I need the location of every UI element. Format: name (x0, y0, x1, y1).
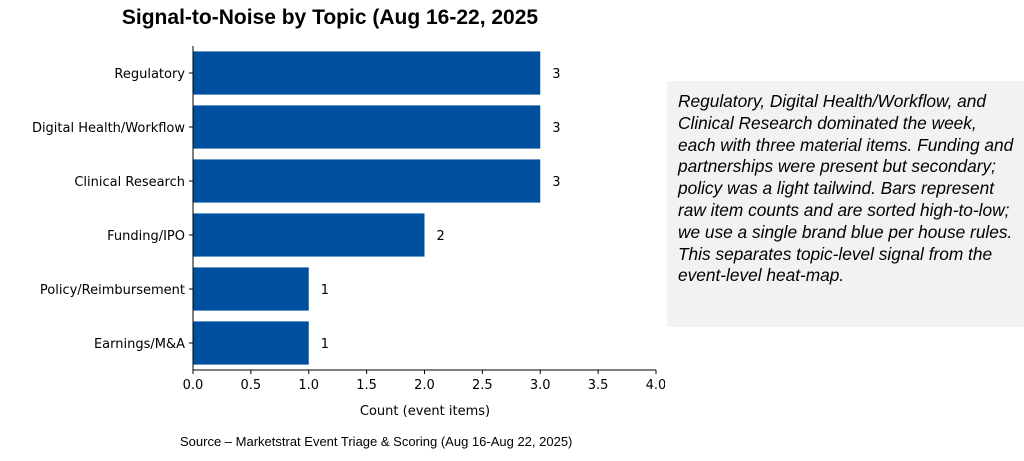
axes-layer: Regulatory Digital Health/Workflow Clinica… (32, 46, 665, 393)
x-tick-label: 0.5 (241, 378, 262, 393)
labels-layer: 3 3 3 2 1 1 (321, 67, 561, 352)
bar (193, 51, 541, 95)
bar-chart: 3 3 3 2 1 1 Regulatory Digital Health/Workflow… (32, 46, 665, 419)
x-tick-label: 0.0 (183, 378, 204, 393)
bar (193, 159, 541, 203)
y-tick-label: Funding/IPO (107, 229, 185, 244)
bar (193, 105, 541, 149)
bar-value-label: 3 (552, 67, 560, 82)
commentary-box: Regulatory, Digital Health/Workflow, and… (667, 81, 1024, 327)
bars-layer (193, 51, 541, 365)
bar-value-label: 1 (321, 283, 329, 298)
y-tick-label: Policy/Reimbursement (40, 283, 185, 298)
x-tick-label: 2.0 (414, 378, 435, 393)
x-tick-label: 2.5 (472, 378, 493, 393)
bar-value-label: 1 (321, 337, 329, 352)
x-tick-label: 3.5 (588, 378, 609, 393)
bar-value-label: 2 (437, 229, 445, 244)
x-tick-label: 3.0 (530, 378, 551, 393)
y-tick-label: Regulatory (114, 67, 185, 82)
x-tick-label: 4.0 (646, 378, 665, 393)
y-tick-label: Clinical Research (74, 175, 185, 190)
x-tick-label: 1.0 (298, 378, 319, 393)
bar (193, 213, 425, 257)
y-tick-label: Digital Health/Workflow (32, 121, 185, 136)
source-note: Source – Marketstrat Event Triage & Scor… (180, 434, 573, 449)
chart-title: Signal-to-Noise by Topic (Aug 16-22, 202… (121, 6, 539, 29)
bar (193, 267, 309, 311)
bar-value-label: 3 (552, 175, 560, 190)
x-tick-label: 1.5 (356, 378, 377, 393)
y-tick-label: Earnings/M&A (94, 337, 185, 352)
bar (193, 321, 309, 365)
bar-value-label: 3 (552, 121, 560, 136)
x-axis-label: Count (event items) (360, 404, 490, 419)
